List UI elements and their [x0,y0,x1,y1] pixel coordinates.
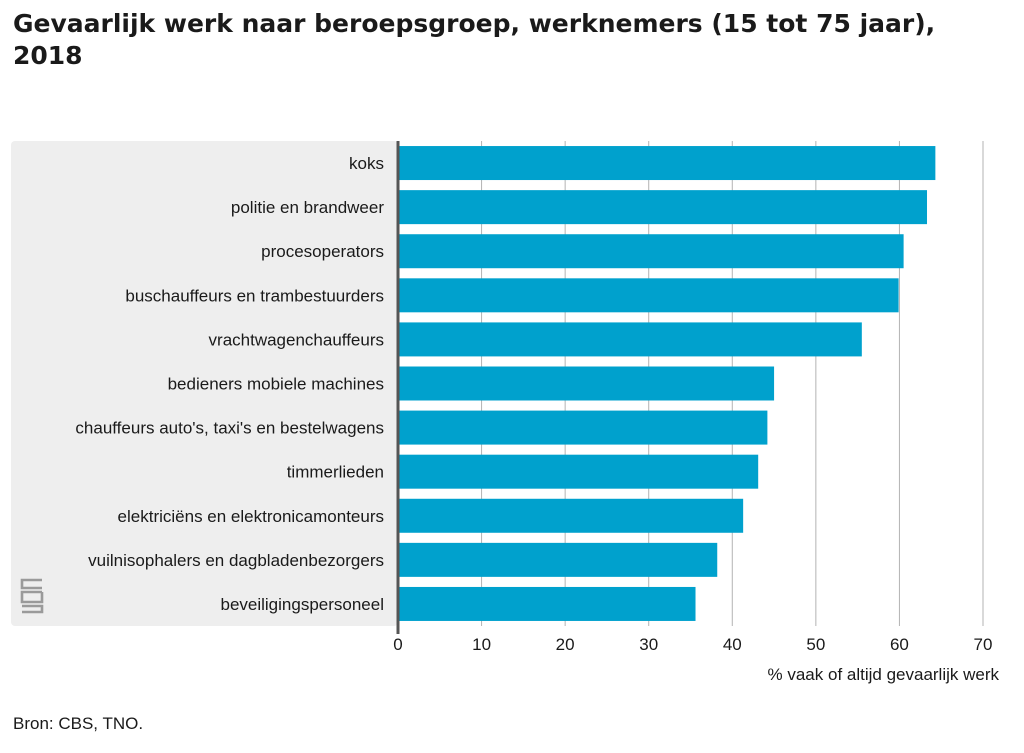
x-tick-label: 50 [806,635,825,654]
chart-title: Gevaarlijk werk naar beroepsgroep, werkn… [13,9,936,70]
x-tick-label: 60 [890,635,909,654]
bar [398,586,696,621]
category-label: beveiligingspersoneel [220,595,384,614]
label-panel [11,141,398,626]
x-axis-label: % vaak of altijd gevaarlijk werk [768,665,1000,684]
x-tick-label: 30 [639,635,658,654]
cbs-logo-icon [20,578,44,614]
bar [398,278,899,313]
x-tick-label: 10 [472,635,491,654]
category-label: elektriciëns en elektronicamonteurs [118,507,384,526]
x-tick-label: 20 [556,635,575,654]
bar [398,410,768,445]
category-label: vuilnisophalers en dagbladenbezorgers [88,551,384,570]
category-label: politie en brandweer [231,198,384,217]
category-label: koks [349,154,384,173]
bar [398,322,862,357]
bar [398,366,775,401]
source-note: Bron: CBS, TNO. [13,714,144,733]
bar [398,190,928,225]
category-label: bedieners mobiele machines [168,375,384,394]
bar [398,542,718,577]
bar [398,498,744,533]
x-tick-label: 40 [723,635,742,654]
bar [398,454,759,489]
x-tick-label: 70 [974,635,993,654]
category-label: chauffeurs auto's, taxi's en bestelwagen… [75,419,384,438]
bar [398,234,904,269]
category-label: timmerlieden [287,463,384,482]
category-label: vrachtwagenchauffeurs [209,330,384,349]
category-label: buschauffeurs en trambestuurders [125,286,384,305]
bar [398,146,936,181]
x-tick-label: 0 [393,635,402,654]
category-label: procesoperators [261,242,384,261]
